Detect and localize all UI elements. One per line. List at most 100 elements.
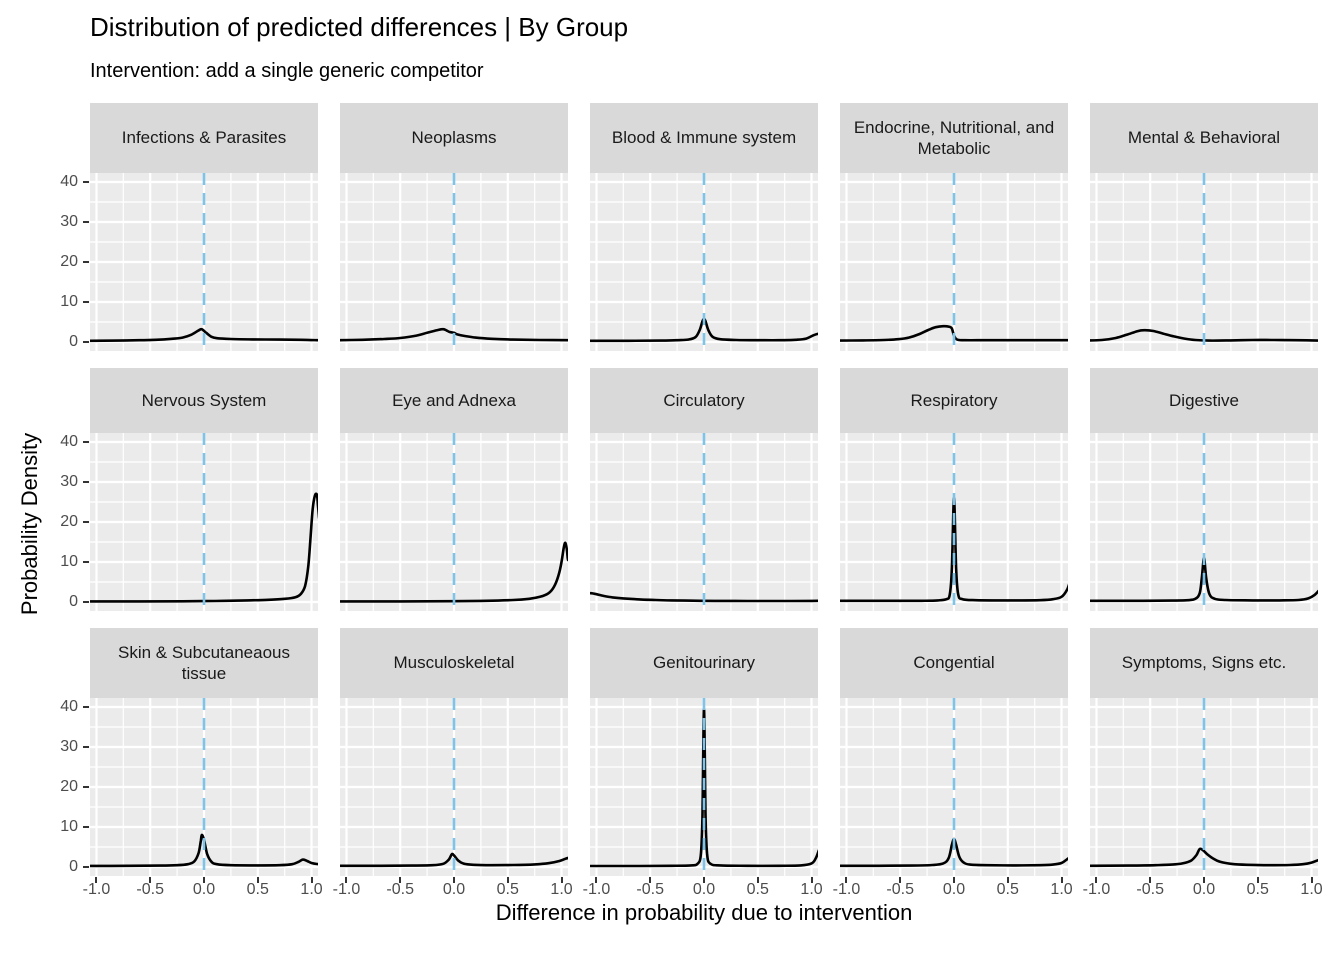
x-tick-label: -1.0 — [1082, 881, 1111, 898]
y-axis-tick — [83, 221, 89, 223]
y-axis-tick — [83, 441, 89, 443]
facet-label: Mental & Behavioral — [1127, 128, 1281, 148]
density-curve — [840, 324, 1068, 342]
x-axis-tick — [899, 877, 902, 883]
density-curve — [840, 837, 1068, 868]
x-tick-label: 0.5 — [996, 881, 1019, 898]
x-tick-label: 0.0 — [692, 881, 716, 898]
x-axis-tick — [1149, 877, 1152, 883]
facet-strip-digestive: Digestive — [1090, 368, 1318, 433]
density-curve — [590, 707, 818, 868]
facet-panel-musculoskeletal — [340, 698, 568, 876]
facet-panel-congential — [840, 698, 1068, 876]
x-axis-tick — [203, 877, 205, 883]
x-axis-tick — [506, 877, 509, 883]
facet-strip-skin-subcutaneous: Skin & Subcutaneaous tissue — [90, 628, 318, 698]
y-axis-tick — [83, 481, 89, 483]
density-curve — [90, 327, 318, 343]
x-axis-tick — [1256, 877, 1259, 883]
facet-label: Digestive — [1169, 390, 1239, 410]
y-tick-label: 40 — [60, 433, 78, 450]
facet-panel-nervous-system — [90, 433, 318, 611]
facet-label: Congential — [913, 653, 995, 673]
facet-strip-neoplasms: Neoplasms — [340, 103, 568, 173]
density-curve — [90, 492, 318, 603]
x-axis-tick — [845, 877, 848, 883]
facet-label: Blood & Immune system — [611, 128, 797, 148]
y-axis-tick — [83, 786, 89, 788]
facet-strip-musculoskeletal: Musculoskeletal — [340, 628, 568, 698]
x-tick-label: 0.5 — [1246, 881, 1269, 898]
facet-strip-infections-parasites: Infections & Parasites — [90, 103, 318, 173]
facet-strip-endocrine-nutritional-metabolic: Endocrine, Nutritional, and Metabolic — [840, 103, 1068, 173]
y-tick-label: 40 — [60, 173, 78, 190]
y-tick-label: 30 — [60, 738, 78, 755]
y-tick-label: 20 — [60, 513, 78, 530]
facet-panel-mental-behavioral — [1090, 173, 1318, 351]
x-axis-tick — [953, 877, 955, 883]
y-axis-tick — [83, 866, 89, 868]
x-axis-tick — [703, 877, 705, 883]
facet-label: Symptoms, Signs etc. — [1121, 653, 1287, 673]
facet-panel-infections-parasites — [90, 173, 318, 351]
chart-title: Distribution of predicted differences | … — [90, 12, 629, 42]
facet-panel-circulatory — [590, 433, 818, 611]
y-tick-label: 0 — [69, 593, 78, 610]
y-tick-label: 10 — [60, 818, 78, 835]
x-tick-label: -1.0 — [332, 881, 361, 898]
x-tick-label: -1.0 — [82, 881, 111, 898]
x-tick-label: -1.0 — [832, 881, 861, 898]
x-axis-tick — [1060, 877, 1063, 883]
facet-panel-endocrine-nutritional-metabolic — [840, 173, 1068, 351]
x-axis-tick — [1310, 877, 1313, 883]
y-axis-tick — [83, 601, 89, 603]
y-tick-label: 30 — [60, 473, 78, 490]
facet-strip-eye-and-adnexa: Eye and Adnexa — [340, 368, 568, 433]
facet-label: Neoplasms — [411, 128, 497, 148]
x-axis-tick — [95, 877, 98, 883]
x-axis-tick — [399, 877, 402, 883]
x-axis-tick — [560, 877, 563, 883]
x-tick-label: 1.0 — [300, 881, 323, 898]
facet-panel-symptoms-signs — [1090, 698, 1318, 876]
facet-label: Endocrine, Nutritional, and Metabolic — [853, 117, 1055, 158]
x-tick-label: 0.0 — [942, 881, 966, 898]
facet-label: Nervous System — [141, 390, 267, 410]
y-axis-tick — [83, 746, 89, 748]
facet-panel-neoplasms — [340, 173, 568, 351]
x-axis-tick — [810, 877, 813, 883]
density-curve — [590, 317, 818, 343]
x-tick-label: 1.0 — [550, 881, 573, 898]
density-curve — [590, 591, 818, 603]
y-axis-tick — [83, 706, 89, 708]
y-tick-label: 20 — [60, 778, 78, 795]
x-tick-label: 0.0 — [442, 881, 466, 898]
facet-strip-congential: Congential — [840, 628, 1068, 698]
x-axis-tick — [345, 877, 348, 883]
y-tick-label: 30 — [60, 213, 78, 230]
y-axis-tick — [83, 181, 89, 183]
y-tick-label: 10 — [60, 293, 78, 310]
y-axis-tick — [83, 341, 89, 343]
density-curve — [1090, 556, 1318, 603]
facet-strip-nervous-system: Nervous System — [90, 368, 318, 433]
x-axis-tick — [256, 877, 259, 883]
facet-label: Musculoskeletal — [393, 653, 515, 673]
x-tick-label: -0.5 — [636, 881, 665, 898]
x-tick-label: -0.5 — [886, 881, 915, 898]
x-tick-label: 0.5 — [746, 881, 769, 898]
facet-panel-respiratory — [840, 433, 1068, 611]
y-tick-label: 0 — [69, 858, 78, 875]
x-tick-label: -0.5 — [136, 881, 165, 898]
x-axis-tick — [1006, 877, 1009, 883]
x-tick-label: -1.0 — [582, 881, 611, 898]
facet-panel-eye-and-adnexa — [340, 433, 568, 611]
facet-strip-blood-immune: Blood & Immune system — [590, 103, 818, 173]
x-axis-tick — [149, 877, 152, 883]
x-tick-label: 1.0 — [800, 881, 823, 898]
y-tick-label: 10 — [60, 553, 78, 570]
x-tick-label: -0.5 — [386, 881, 415, 898]
y-tick-label: 0 — [69, 333, 78, 350]
facet-label: Respiratory — [910, 390, 998, 410]
x-axis-tick — [649, 877, 652, 883]
